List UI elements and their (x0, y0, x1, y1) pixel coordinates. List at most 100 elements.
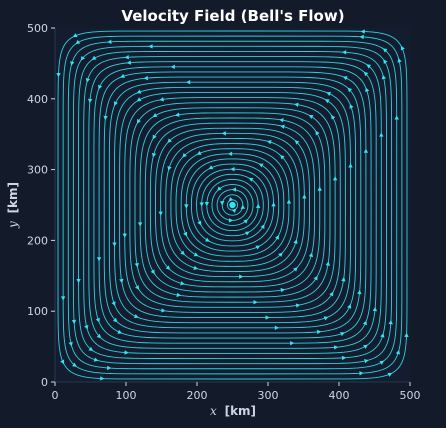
streamline-arrow (331, 114, 336, 120)
streamline-arrow (152, 113, 158, 118)
streamline-arrow (170, 64, 175, 70)
streamline (149, 122, 316, 288)
streamline-arrow (112, 317, 118, 323)
streamline-arrow (68, 341, 73, 347)
streamline-arrow (112, 242, 117, 247)
streamline-arrow (193, 252, 199, 257)
streamline-arrow (84, 325, 89, 330)
streamline (190, 163, 275, 247)
streamline-arrow (294, 102, 299, 107)
x-tick-label: 300 (258, 389, 279, 402)
x-axis-label: x [km] (210, 404, 256, 418)
streamline-arrow (379, 132, 384, 137)
streamline-arrow (239, 274, 244, 279)
streamline-arrow (148, 44, 153, 49)
streamline-arrow (388, 320, 393, 325)
streamline-arrow (91, 55, 97, 60)
y-tick-label: 500 (27, 22, 48, 35)
streamline-arrow (60, 296, 66, 301)
streamline-arrow (266, 140, 272, 145)
streamline-arrow (404, 332, 409, 338)
streamline-arrow (340, 332, 345, 337)
streamline-arrow (124, 55, 129, 60)
streamline-arrow (167, 166, 172, 171)
vortex-center-marker (229, 201, 236, 209)
streamline-arrow (136, 89, 142, 94)
streamline-arrow (219, 201, 225, 206)
streamline-arrow (193, 265, 199, 270)
streamline-arrow (137, 222, 143, 227)
streamline (155, 127, 310, 283)
streamline-arrow (265, 315, 270, 320)
streamline-arrow (395, 349, 401, 355)
streamline-arrow (286, 199, 292, 204)
streamline-arrow (85, 77, 91, 83)
streamline (196, 168, 269, 242)
streamline-arrow (180, 281, 185, 286)
streamline-arrow (260, 224, 265, 230)
streamline-arrow (329, 291, 334, 297)
streamline-arrow (231, 187, 237, 192)
streamline-arrow (258, 163, 264, 168)
streamline-arrow (256, 203, 261, 208)
streamline-arrow (394, 115, 399, 120)
streamline (165, 138, 300, 272)
streamline-arrow (126, 60, 132, 65)
streamline-arrow (113, 101, 118, 106)
streamline-arrow (134, 262, 139, 268)
streamline (160, 132, 305, 278)
y-tick-label: 200 (27, 234, 48, 247)
streamline-arrow (119, 278, 124, 284)
streamline-arrow (280, 124, 285, 129)
streamline-arrow (100, 376, 105, 381)
streamline-arrow (176, 292, 181, 298)
streamline-arrow (71, 319, 77, 325)
streamline-arrow (197, 220, 202, 226)
streamline-arrow (143, 75, 149, 81)
streamline-arrow (317, 186, 322, 191)
streamline-arrow (122, 233, 127, 238)
streamline-arrow (208, 165, 214, 170)
streamline (170, 143, 295, 267)
streamline (124, 97, 341, 313)
streamline-arrow (253, 300, 258, 305)
x-tick-label: 200 (187, 389, 208, 402)
streamline (119, 91, 346, 319)
streamline (139, 112, 326, 298)
y-axis: 0 100 200 300 400 500 (27, 22, 55, 389)
streamline-arrow (342, 76, 348, 81)
streamline-arrow (315, 130, 320, 136)
streamline-arrow (360, 29, 365, 34)
streamline-arrow (60, 359, 65, 365)
streamline-arrow (106, 365, 112, 371)
streamline-arrow (308, 114, 314, 119)
streamline-arrow (271, 202, 276, 207)
streamline-arrow (221, 131, 226, 136)
streamline-arrow (274, 325, 279, 330)
streamline-arrow (120, 73, 125, 78)
streamline-arrow (280, 288, 285, 293)
streamline-arrow (228, 196, 234, 202)
streamline (175, 148, 290, 262)
streamline-arrow (205, 237, 210, 242)
streamline (72, 45, 393, 365)
streamline-arrow (136, 97, 142, 102)
streamline-arrow (293, 267, 298, 272)
streamline-arrow (75, 39, 81, 45)
streamline-arrow (326, 91, 332, 96)
streamline (57, 30, 408, 380)
streamline-arrow (98, 84, 103, 90)
streamline-arrow (324, 99, 330, 104)
streamline (180, 153, 285, 257)
streamline (216, 189, 249, 221)
streamline-arrow (387, 372, 393, 377)
streamline (211, 184, 254, 226)
streamline-arrow (332, 176, 338, 181)
streamline (129, 102, 336, 308)
streamline-arrow (295, 303, 301, 308)
streamline (93, 66, 372, 344)
streamline-arrow (183, 231, 187, 237)
streamline (103, 76, 362, 334)
streamline-arrow (293, 239, 298, 244)
